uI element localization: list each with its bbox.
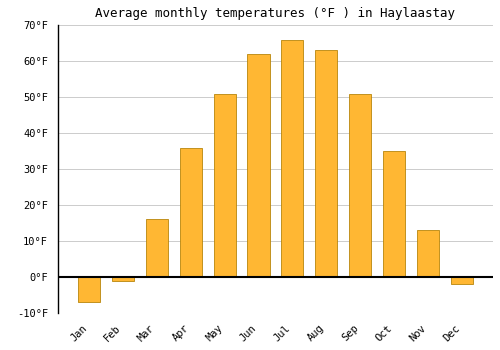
Bar: [316, 50, 338, 277]
Bar: [282, 40, 304, 277]
Bar: [451, 277, 473, 284]
Bar: [214, 93, 236, 277]
Bar: [384, 151, 406, 277]
Bar: [350, 93, 372, 277]
Bar: [180, 148, 202, 277]
Bar: [418, 230, 440, 277]
Bar: [248, 54, 270, 277]
Bar: [112, 277, 134, 281]
Bar: [78, 277, 100, 302]
Title: Average monthly temperatures (°F ) in Haylaastay: Average monthly temperatures (°F ) in Ha…: [96, 7, 456, 20]
Bar: [146, 219, 168, 277]
